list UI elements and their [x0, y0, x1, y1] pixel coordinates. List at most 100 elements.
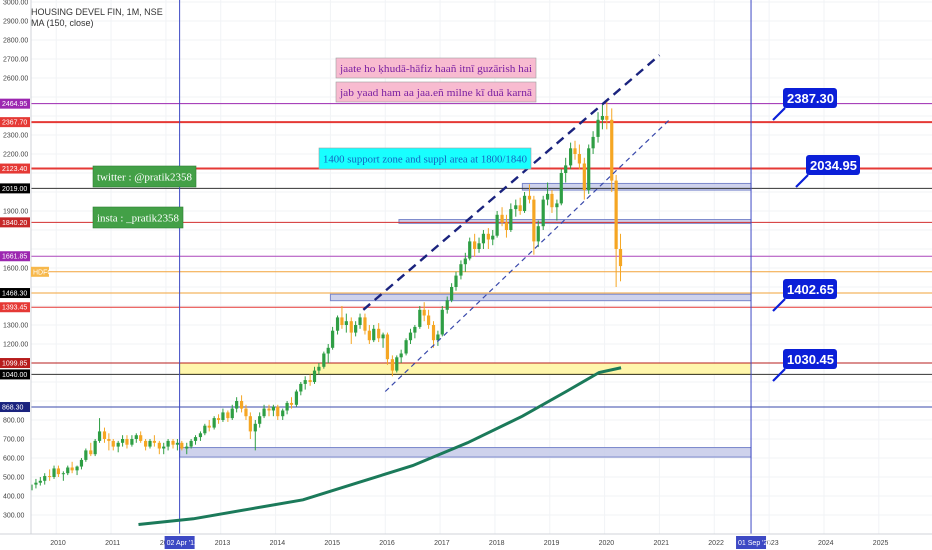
annotation-box — [335, 81, 537, 103]
annotation-box — [318, 147, 532, 170]
candle-body — [212, 418, 216, 428]
y-tick-label: 700.00 — [3, 437, 25, 444]
y-axis: 300.00 400.00 500.00 600.00 700.00 800.00 1200… — [0, 0, 52, 534]
candle-body — [226, 412, 230, 419]
candle-body — [84, 450, 88, 460]
annotation-box — [335, 57, 537, 79]
candle-body — [193, 437, 198, 441]
candle-body — [317, 366, 321, 371]
candle-body — [258, 416, 262, 424]
y-tick-label: 1300.00 — [3, 323, 28, 330]
candle-body — [363, 317, 367, 331]
candle-body — [244, 408, 248, 417]
candle-body — [514, 205, 518, 210]
x-tick-label: 2020 — [599, 540, 615, 547]
candle-body — [459, 264, 463, 276]
candle-body — [440, 309, 444, 335]
candle-body — [527, 195, 532, 200]
candle-body — [130, 439, 134, 445]
candle-body — [157, 442, 161, 449]
candle-body — [522, 195, 527, 211]
candle-body — [491, 235, 495, 240]
candle-body — [354, 325, 358, 333]
candle-body — [349, 321, 353, 333]
candle-body — [120, 439, 125, 443]
candle-body — [189, 440, 193, 447]
candle-body — [134, 435, 138, 439]
candle-body — [504, 222, 509, 230]
candle-body — [477, 243, 481, 249]
callouts: 2387.30 2034.95 1402.65 1030.45 — [772, 88, 860, 382]
candle-body — [532, 199, 536, 242]
y-tick-label: 2800.00 — [3, 38, 28, 45]
y-tick-label: 1200.00 — [3, 342, 28, 349]
x-tick-label: 2018 — [489, 540, 505, 547]
callout-pointer — [772, 107, 786, 121]
candle-body — [207, 425, 211, 428]
price-badge-label: 2019.00 — [2, 186, 27, 193]
candle-body — [139, 435, 143, 441]
trend-lines — [362, 54, 671, 392]
candle-body — [267, 408, 271, 411]
candle-body — [285, 402, 289, 411]
annotations: jaate ho ḳhudā-hāfiz haañ itnī guzārish … — [92, 57, 537, 229]
y-tick-label: 2200.00 — [3, 152, 28, 159]
candle-body — [75, 466, 79, 471]
annotation-text: jab yaad ham aa jaa.eñ milne kī duā karn… — [339, 87, 532, 99]
candle-body — [299, 383, 303, 392]
candle-body — [577, 154, 581, 164]
price-badge-label: 1040.00 — [2, 372, 27, 379]
candle-body — [596, 119, 600, 137]
candle-body — [587, 148, 591, 191]
candle-body — [495, 214, 499, 236]
candle-body — [66, 467, 70, 474]
candle-body — [404, 340, 408, 354]
candle-body — [431, 325, 436, 341]
annotation-text: twitter : @pratik2358 — [97, 172, 192, 184]
candle-body — [271, 406, 275, 411]
price-badge — [0, 183, 30, 194]
price-badge-label: 2464.95 — [2, 101, 27, 108]
x-tick-label: 2023 — [763, 540, 779, 547]
annotation-text: jaate ho ḳhudā-hāfiz haañ itnī guzārish … — [339, 63, 532, 75]
price-badge — [0, 402, 30, 413]
price-badge — [0, 302, 30, 313]
candle-body — [235, 401, 239, 409]
callout-pointer — [795, 174, 809, 188]
candle-body — [550, 193, 554, 208]
horizontal-levels — [31, 103, 932, 408]
chart-header: HOUSING DEVEL FIN, 1M, NSE MA (150, clos… — [31, 7, 163, 29]
price-badge — [0, 98, 30, 109]
price-badge — [0, 117, 30, 128]
price-badge — [0, 163, 30, 174]
x-tick-label: 2015 — [324, 540, 340, 547]
candle-body — [216, 418, 221, 420]
chart-title: HOUSING DEVEL FIN, 1M, NSE — [31, 7, 163, 17]
candle-body — [102, 431, 107, 439]
candle-body — [152, 440, 156, 443]
candle-body — [610, 119, 614, 181]
candle-body — [239, 401, 244, 409]
candle-body — [605, 116, 609, 120]
moving-average — [138, 366, 622, 526]
symbol-tag — [31, 266, 49, 277]
candle-body — [569, 148, 573, 166]
x-tick-label: 2017 — [434, 540, 450, 547]
trend-line — [362, 54, 661, 311]
indicator-label: MA (150, close) — [31, 18, 94, 28]
candlesticks — [29, 100, 623, 495]
candle-body — [358, 317, 362, 325]
price-badge — [0, 369, 30, 380]
y-tick-label: 2300.00 — [3, 133, 28, 140]
candle-body — [582, 163, 586, 191]
candle-body — [541, 199, 545, 227]
candle-body — [116, 442, 120, 447]
zone-rect — [179, 362, 752, 375]
annotation-box — [92, 206, 184, 229]
callout-box — [783, 349, 837, 369]
candle-body — [422, 309, 426, 316]
callout-box — [783, 279, 837, 299]
candle-body — [509, 209, 513, 230]
x-tick-label: 2022 — [708, 540, 724, 547]
